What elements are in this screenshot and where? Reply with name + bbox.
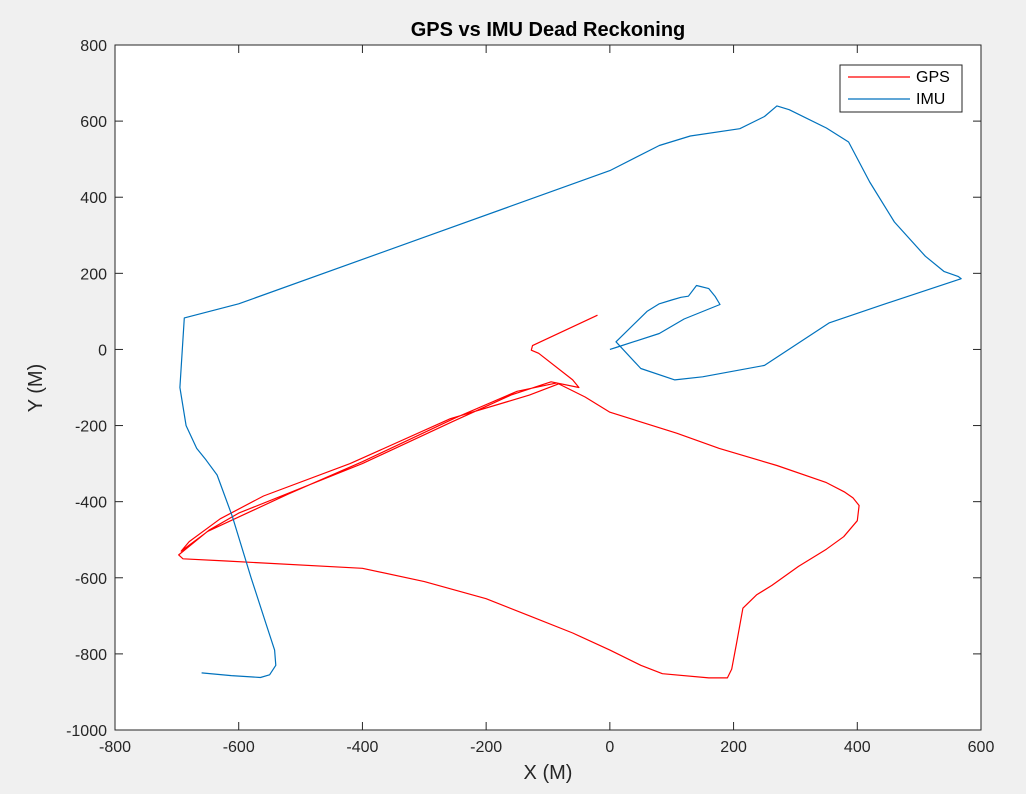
y-tick-label: -800 bbox=[75, 647, 107, 664]
x-axis-label: X (M) bbox=[524, 762, 573, 784]
x-tick-label: 200 bbox=[720, 739, 747, 756]
y-tick-label: 0 bbox=[98, 342, 107, 359]
x-tick-label: 400 bbox=[844, 739, 871, 756]
legend-imu-label: IMU bbox=[916, 91, 945, 108]
series-line-imu bbox=[179, 105, 962, 679]
legend: GPS IMU bbox=[839, 64, 963, 113]
y-axis-label: Y (M) bbox=[25, 364, 47, 413]
ticks-layer: -800 -600 -400 -200 0 200 400 600-1000-800-600-… bbox=[66, 38, 994, 756]
x-tick-label: -600 bbox=[223, 739, 255, 756]
y-tick-label: 600 bbox=[80, 114, 107, 131]
y-tick-label: 200 bbox=[80, 266, 107, 283]
series-layer bbox=[178, 105, 962, 679]
x-tick-label: -200 bbox=[470, 739, 502, 756]
legend-gps-label: GPS bbox=[916, 69, 950, 86]
y-tick-label: 400 bbox=[80, 190, 107, 207]
x-tick-label: 0 bbox=[605, 739, 614, 756]
x-tick-label: -400 bbox=[346, 739, 378, 756]
series-line-gps bbox=[178, 314, 860, 679]
x-tick-label: 600 bbox=[968, 739, 995, 756]
legend-box bbox=[839, 64, 963, 113]
y-tick-label: -600 bbox=[75, 571, 107, 588]
x-tick-label: -800 bbox=[99, 739, 131, 756]
y-tick-label: -1000 bbox=[66, 723, 107, 740]
axes-box bbox=[114, 44, 982, 731]
y-tick-label: -200 bbox=[75, 419, 107, 436]
chart-title: GPS vs IMU Dead Reckoning bbox=[411, 19, 686, 41]
y-tick-label: 800 bbox=[80, 38, 107, 55]
y-tick-label: -400 bbox=[75, 495, 107, 512]
